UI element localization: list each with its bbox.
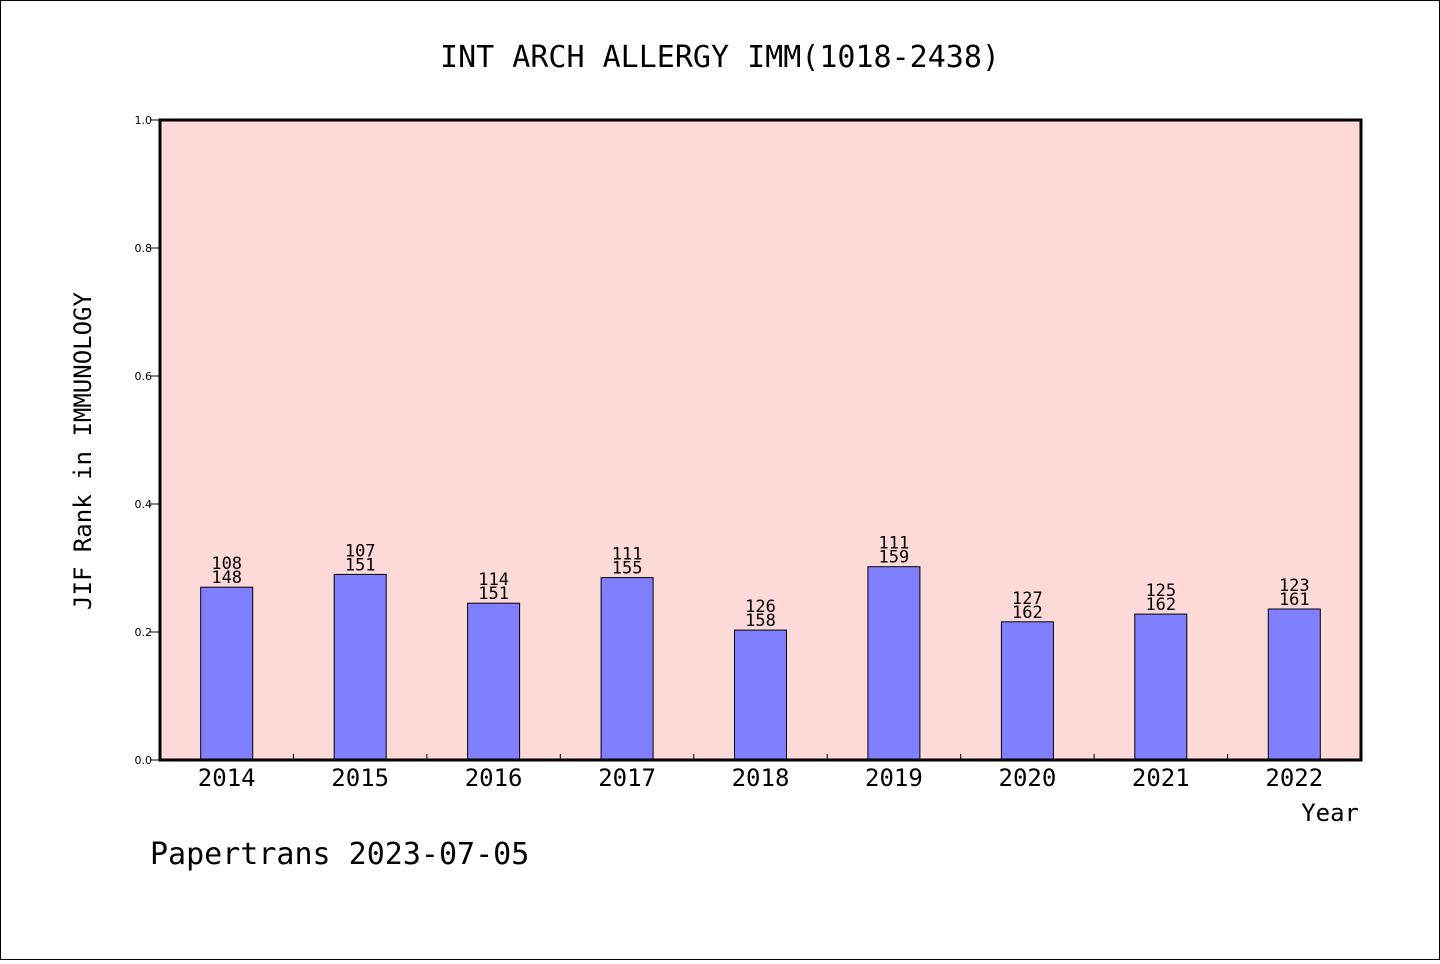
bar-total-label: 162 (1145, 595, 1176, 615)
y-axis-label: JIF Rank in IMMUNOLOGY (69, 292, 97, 610)
y-ticks-group: 0.0 0.2 0.4 0.6 0.8 1.0 (135, 114, 160, 767)
bar-2020 (1000, 621, 1054, 761)
bar-rank-label: 123 (1279, 576, 1310, 596)
bar-rank-label: 111 (879, 534, 910, 554)
bar-rank-label: 127 (1012, 589, 1043, 609)
x-tick-label: 2019 (865, 764, 923, 792)
y-tick-label: 0.0 (135, 754, 153, 767)
bar-2016 (467, 602, 521, 761)
bars-group: 1081481071511141511111551261581111591271… (200, 534, 1321, 761)
bar-total-label: 155 (612, 559, 643, 579)
y-tick-label: 0.4 (135, 498, 153, 511)
x-axis-label: Year (1301, 799, 1359, 827)
x-tick-label: 2022 (1265, 764, 1323, 792)
bar-rank-label: 126 (745, 597, 776, 617)
bar-2019 (867, 566, 921, 761)
y-tick-label: 0.2 (135, 626, 153, 639)
x-tick-label: 2021 (1132, 764, 1190, 792)
bar-total-label: 159 (879, 548, 910, 568)
x-tick-label: 2017 (598, 764, 656, 792)
y-tick-label: 1.0 (135, 114, 153, 127)
bar-total-label: 151 (345, 555, 376, 575)
x-tick-label: 2015 (331, 764, 389, 792)
bar-rank-label: 107 (345, 541, 376, 561)
footer-credit: Papertrans 2023-07-05 (150, 837, 529, 872)
bar-2018 (734, 629, 787, 761)
chart-title: INT ARCH ALLERGY IMM(1018-2438) (440, 40, 1000, 75)
bar-rank-label: 125 (1145, 581, 1176, 601)
plot-border (158, 118, 1363, 762)
bar-2017 (600, 577, 654, 761)
x-tick-label: 2014 (198, 764, 256, 792)
x-tick-label: 2020 (999, 764, 1057, 792)
bar-rank-label: 111 (612, 545, 643, 565)
bar-total-label: 148 (211, 568, 242, 588)
bar-2022 (1267, 608, 1321, 761)
x-tick-label: 2016 (465, 764, 523, 792)
bar-2014 (200, 586, 254, 761)
x-tick-label: 2018 (732, 764, 790, 792)
x-ticks-group: 2014 2015 2016 2017 2018 2019 2020 2021 2022 (198, 754, 1323, 792)
bar-rank-label: 108 (211, 554, 242, 574)
bar-2015 (333, 573, 387, 761)
bar-rank-label: 114 (478, 570, 509, 590)
bar-total-label: 158 (745, 611, 776, 631)
y-tick-label: 0.6 (135, 370, 153, 383)
bar-2021 (1134, 613, 1188, 761)
bar-total-label: 162 (1012, 603, 1043, 623)
y-tick-label: 0.8 (135, 242, 153, 255)
bar-total-label: 151 (478, 584, 509, 604)
bar-total-label: 161 (1279, 590, 1310, 610)
